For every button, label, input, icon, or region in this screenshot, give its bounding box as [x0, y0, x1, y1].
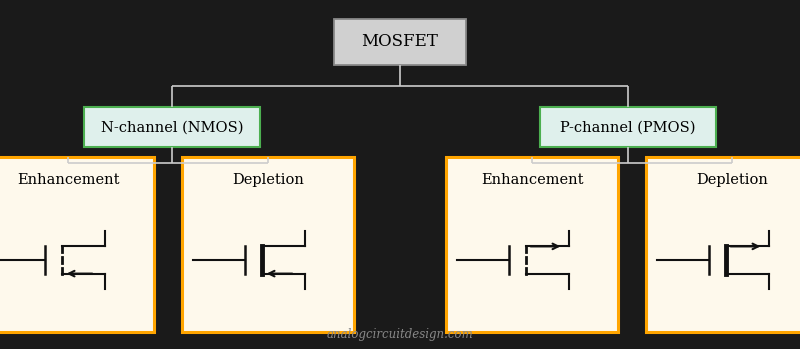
FancyBboxPatch shape — [646, 157, 800, 332]
Text: P-channel (PMOS): P-channel (PMOS) — [560, 120, 696, 134]
FancyBboxPatch shape — [84, 107, 260, 147]
Text: Enhancement: Enhancement — [481, 173, 583, 187]
FancyBboxPatch shape — [446, 157, 618, 332]
Text: N-channel (NMOS): N-channel (NMOS) — [101, 120, 243, 134]
Text: MOSFET: MOSFET — [362, 34, 438, 50]
Text: analogcircuitdesign.com: analogcircuitdesign.com — [326, 328, 474, 341]
Text: Depletion: Depletion — [696, 173, 768, 187]
Text: Enhancement: Enhancement — [17, 173, 119, 187]
FancyBboxPatch shape — [182, 157, 354, 332]
FancyBboxPatch shape — [0, 157, 154, 332]
FancyBboxPatch shape — [334, 19, 466, 65]
FancyBboxPatch shape — [540, 107, 716, 147]
Text: Depletion: Depletion — [232, 173, 304, 187]
